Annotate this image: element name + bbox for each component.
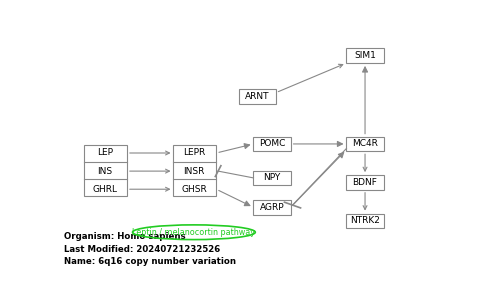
Bar [253, 171, 290, 185]
Bar [253, 137, 290, 151]
Text: INS: INS [97, 167, 112, 176]
Text: Organism: Homo sapiens: Organism: Homo sapiens [64, 232, 185, 241]
Text: NPY: NPY [264, 173, 281, 182]
Text: BDNF: BDNF [353, 178, 377, 187]
Bar [173, 145, 216, 196]
Text: MC4R: MC4R [352, 139, 378, 148]
Bar [347, 175, 384, 190]
Text: ARNT: ARNT [245, 92, 269, 101]
Bar [253, 200, 290, 215]
Text: Name: 6q16 copy number variation: Name: 6q16 copy number variation [64, 257, 236, 266]
Bar [347, 48, 384, 63]
Text: GHRL: GHRL [92, 185, 117, 194]
Text: LEP: LEP [96, 148, 113, 158]
Text: SIM1: SIM1 [354, 51, 376, 60]
Text: LEPR: LEPR [183, 148, 205, 158]
Text: GHSR: GHSR [181, 185, 207, 194]
Text: AGRP: AGRP [260, 203, 284, 212]
Text: Leptin / melanocortin pathway: Leptin / melanocortin pathway [132, 228, 255, 237]
Text: NTRK2: NTRK2 [350, 216, 380, 225]
Bar [239, 89, 276, 104]
Bar [347, 137, 384, 151]
Text: Last Modified: 20240721232526: Last Modified: 20240721232526 [64, 245, 220, 254]
Bar [84, 145, 127, 196]
Bar [347, 213, 384, 228]
Text: INSR: INSR [183, 167, 204, 176]
Text: POMC: POMC [259, 139, 285, 148]
